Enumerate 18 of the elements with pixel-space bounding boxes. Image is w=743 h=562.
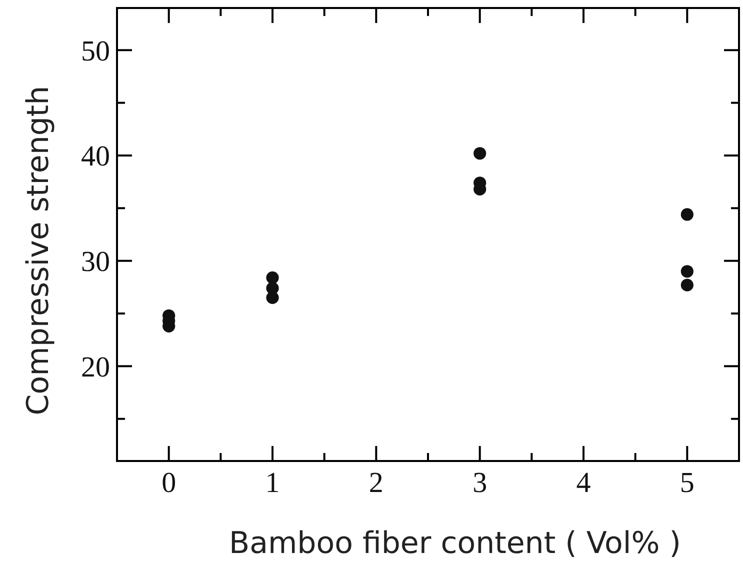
y-tick-label: 30 [81,246,110,278]
point [680,208,694,221]
y-tick-label: 20 [81,351,110,384]
x-tick-label: 1 [265,467,280,499]
y-axis-title: Compressive strength [21,86,56,416]
point [680,265,694,278]
x-tick-label: 4 [576,467,592,499]
x-axis-title: Bamboo fiber content ( Vol% ) [228,526,682,561]
point [266,271,279,284]
y-tick-label: 40 [81,140,110,173]
x-tick-label: 2 [368,467,384,499]
x-tick-label: 3 [472,467,488,499]
y-tick-label: 50 [81,35,110,68]
point [474,147,486,160]
x-tick-label: 5 [680,467,694,499]
point [266,291,279,304]
x-tick-label: 0 [162,467,176,499]
point [680,278,694,292]
